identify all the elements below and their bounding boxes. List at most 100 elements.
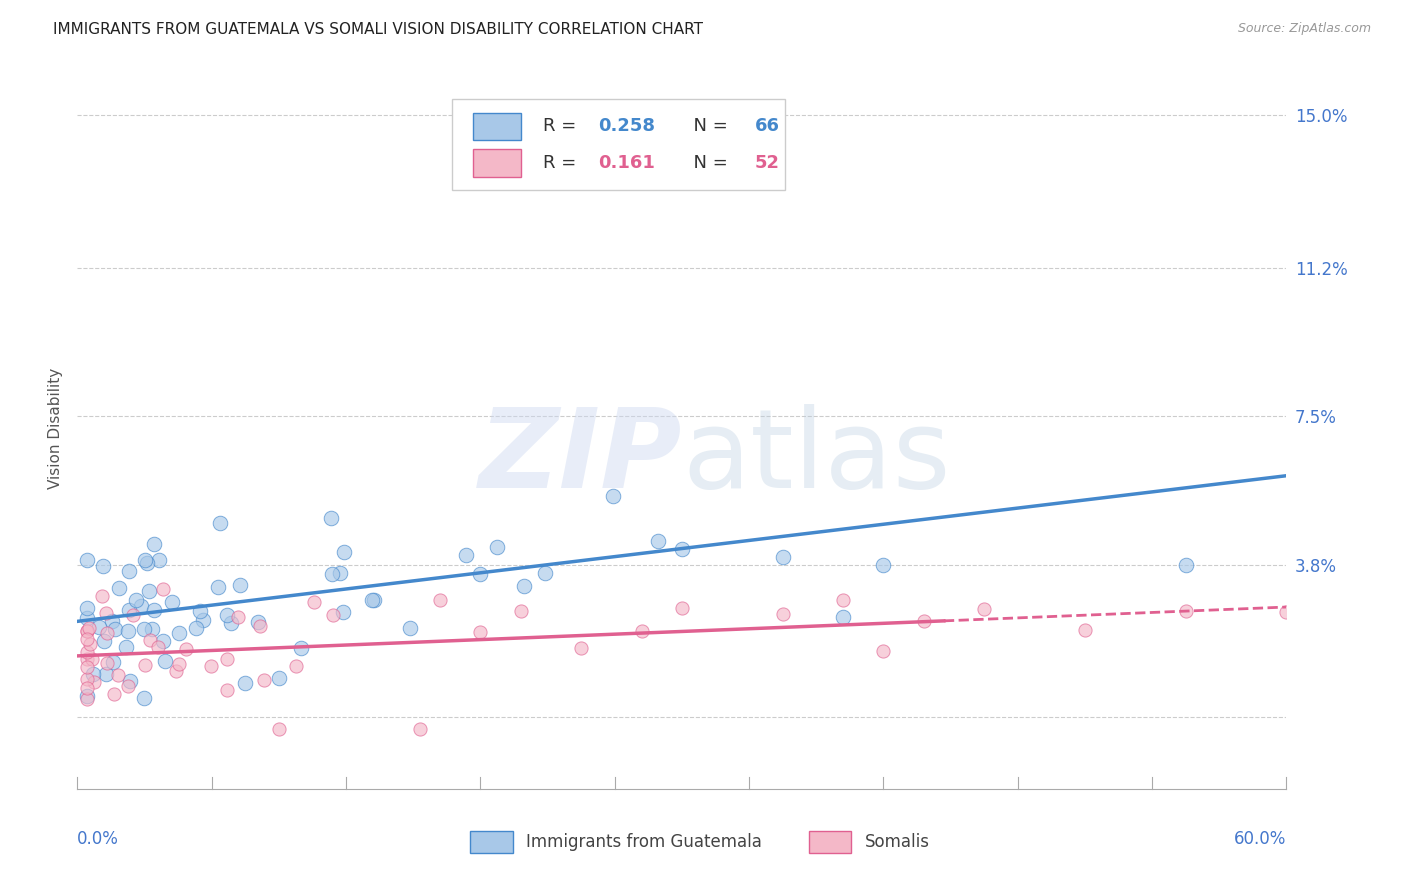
Point [117, 624, 139, 638]
Point [148, 553, 170, 567]
Point [83, 674, 105, 689]
Point [76, 652, 98, 666]
Point [246, 615, 269, 629]
Text: 66: 66 [755, 117, 779, 136]
Point [671, 601, 693, 615]
Point [454, 548, 477, 562]
Point [772, 549, 794, 564]
Point [152, 633, 174, 648]
Text: 0.0%: 0.0% [77, 830, 120, 847]
Text: N =: N = [682, 153, 734, 172]
Y-axis label: Vision Disability: Vision Disability [48, 368, 63, 489]
Point [215, 683, 238, 698]
Point [647, 534, 669, 549]
Point [155, 654, 177, 668]
Point [217, 608, 239, 623]
Point [134, 623, 156, 637]
Point [513, 579, 536, 593]
Point [91, 558, 114, 573]
Point [233, 676, 256, 690]
Point [80, 652, 103, 666]
Point [101, 614, 124, 628]
Point [363, 593, 385, 607]
Point [148, 640, 170, 654]
Point [108, 582, 131, 596]
Text: 0.161: 0.161 [599, 153, 655, 172]
Point [79, 637, 101, 651]
Point [96, 666, 118, 681]
Point [409, 723, 432, 737]
Point [167, 626, 190, 640]
Point [160, 595, 183, 609]
Point [470, 566, 492, 581]
Text: 52: 52 [755, 153, 779, 172]
Point [200, 658, 222, 673]
Point [329, 566, 352, 580]
Point [208, 516, 231, 530]
Point [1074, 624, 1097, 638]
Text: 0.258: 0.258 [599, 117, 655, 136]
Point [509, 604, 531, 618]
Point [122, 608, 145, 623]
Point [93, 633, 115, 648]
Text: N =: N = [682, 117, 734, 136]
Point [332, 545, 354, 559]
Point [76, 624, 98, 639]
Point [429, 592, 451, 607]
Point [76, 660, 98, 674]
Point [117, 564, 139, 578]
Point [249, 619, 271, 633]
Point [630, 624, 652, 638]
Point [103, 687, 125, 701]
Point [125, 593, 148, 607]
Point [143, 603, 166, 617]
Point [76, 552, 98, 566]
Point [174, 641, 197, 656]
Point [76, 690, 98, 704]
Point [290, 640, 312, 655]
Point [76, 681, 98, 696]
Point [107, 668, 129, 682]
Point [302, 594, 325, 608]
Point [1174, 605, 1197, 619]
Point [184, 621, 207, 635]
Point [104, 622, 127, 636]
Point [207, 580, 229, 594]
Point [872, 643, 894, 657]
Bar [470, 831, 513, 853]
Point [143, 536, 166, 550]
FancyBboxPatch shape [453, 99, 785, 190]
Text: IMMIGRANTS FROM GUATEMALA VS SOMALI VISION DISABILITY CORRELATION CHART: IMMIGRANTS FROM GUATEMALA VS SOMALI VISI… [53, 22, 703, 37]
Bar [472, 112, 522, 140]
Point [76, 600, 98, 615]
Point [1275, 605, 1298, 619]
Point [319, 510, 342, 524]
Point [76, 645, 98, 659]
Text: Source: ZipAtlas.com: Source: ZipAtlas.com [1237, 22, 1371, 36]
Point [96, 626, 118, 640]
Point [267, 723, 290, 737]
Point [134, 658, 156, 673]
Point [101, 655, 124, 669]
Point [267, 671, 290, 685]
Text: atlas: atlas [682, 403, 950, 510]
Point [96, 657, 118, 671]
Point [602, 489, 624, 503]
Point [152, 582, 174, 597]
Point [132, 691, 155, 706]
Text: R =: R = [543, 153, 582, 172]
Point [872, 558, 894, 572]
Point [114, 640, 136, 655]
Point [167, 657, 190, 671]
Point [118, 603, 141, 617]
Bar [472, 149, 522, 177]
Point [134, 553, 156, 567]
Point [228, 578, 250, 592]
Text: R =: R = [543, 117, 582, 136]
Point [82, 667, 104, 681]
Text: Somalis: Somalis [865, 833, 929, 851]
Point [188, 604, 211, 618]
Point [117, 679, 139, 693]
Point [89, 620, 111, 634]
Point [138, 584, 160, 599]
